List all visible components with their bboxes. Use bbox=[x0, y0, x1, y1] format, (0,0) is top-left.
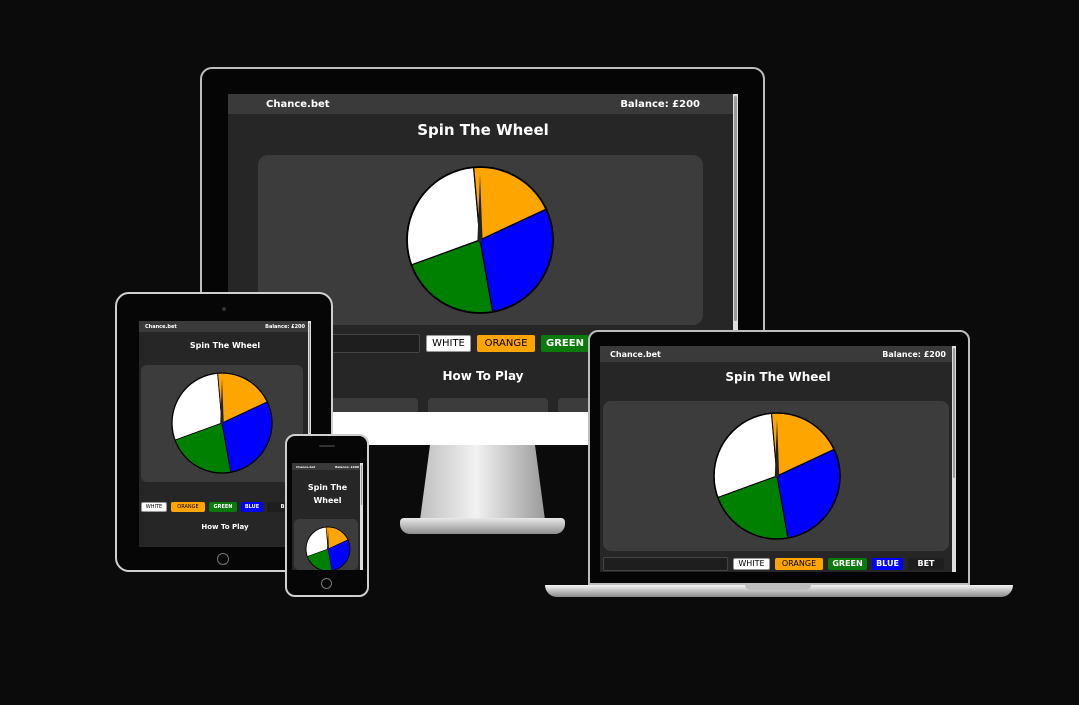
laptop-device: Chance.bet Balance: £200 Spin The Wheel … bbox=[588, 330, 970, 585]
spin-wheel[interactable] bbox=[600, 346, 956, 572]
phone-screen: Chance.bet Balance: £200 Spin The Wheel bbox=[292, 463, 363, 570]
bet-white-button[interactable]: WHITE bbox=[141, 502, 167, 512]
monitor-base bbox=[400, 518, 565, 534]
laptop-notch bbox=[745, 585, 811, 590]
speaker-icon bbox=[319, 445, 335, 447]
page-title: Spin The Wheel bbox=[725, 370, 831, 384]
page-title-line-1: Spin The bbox=[307, 483, 348, 492]
bet-orange-button[interactable]: ORANGE bbox=[171, 502, 205, 512]
bet-amount-input[interactable] bbox=[603, 557, 728, 571]
bet-orange-button[interactable]: ORANGE bbox=[775, 558, 823, 570]
bet-controls: WHITE ORANGE GREEN BLUE BET bbox=[141, 502, 305, 512]
navbar: Chance.bet Balance: £200 bbox=[600, 346, 956, 362]
monitor-stand bbox=[420, 445, 545, 520]
bet-white-button[interactable]: WHITE bbox=[426, 334, 471, 352]
page-title: Spin The Wheel bbox=[417, 121, 549, 139]
home-button-icon[interactable] bbox=[321, 578, 332, 589]
wheel-needle-icon bbox=[220, 378, 224, 426]
bet-amount-input[interactable] bbox=[328, 333, 420, 353]
balance-label: Balance: £200 bbox=[265, 323, 305, 330]
bet-controls: WHITE ORANGE GREEN bbox=[328, 333, 589, 353]
spin-wheel[interactable] bbox=[292, 463, 363, 570]
phone-device: Chance.bet Balance: £200 Spin The Wheel bbox=[285, 434, 369, 597]
brand-logo[interactable]: Chance.bet bbox=[266, 98, 330, 110]
laptop-screen: Chance.bet Balance: £200 Spin The Wheel … bbox=[600, 346, 956, 572]
brand-logo[interactable]: Chance.bet bbox=[296, 464, 316, 469]
balance-label: Balance: £200 bbox=[620, 98, 700, 110]
brand-logo[interactable]: Chance.bet bbox=[145, 323, 177, 330]
navbar: Chance.bet Balance: £200 bbox=[228, 94, 738, 114]
scrollbar[interactable] bbox=[360, 463, 363, 570]
balance-label: Balance: £200 bbox=[335, 464, 359, 469]
wheel-rim bbox=[713, 412, 841, 540]
navbar: Chance.bet Balance: £200 bbox=[292, 463, 363, 470]
bet-blue-button[interactable]: BLUE bbox=[872, 558, 903, 570]
how-to-play-heading: How To Play bbox=[442, 369, 524, 383]
home-button-icon[interactable] bbox=[217, 553, 229, 565]
navbar: Chance.bet Balance: £200 bbox=[139, 321, 311, 332]
wheel-rim bbox=[305, 526, 351, 570]
spin-wheel[interactable] bbox=[228, 94, 738, 437]
bet-orange-button[interactable]: ORANGE bbox=[477, 334, 535, 352]
wheel-rim bbox=[171, 372, 273, 474]
wheel-rim bbox=[406, 166, 554, 314]
spin-wheel[interactable] bbox=[139, 321, 311, 547]
bet-green-button[interactable]: GREEN bbox=[828, 558, 867, 570]
tablet-device: Chance.bet Balance: £200 Spin The Wheel … bbox=[115, 292, 333, 572]
bet-green-button[interactable]: GREEN bbox=[541, 334, 589, 352]
camera-icon bbox=[222, 307, 226, 311]
tablet-screen: Chance.bet Balance: £200 Spin The Wheel … bbox=[139, 321, 311, 547]
page-title-line-2: Wheel bbox=[313, 496, 342, 505]
how-to-play-heading: How To Play bbox=[201, 523, 249, 531]
bet-white-button[interactable]: WHITE bbox=[733, 558, 770, 570]
wheel-needle-icon bbox=[327, 529, 329, 551]
brand-logo[interactable]: Chance.bet bbox=[610, 349, 661, 359]
bet-blue-button[interactable]: BLUE bbox=[241, 502, 263, 512]
laptop-base bbox=[545, 585, 1013, 597]
bet-green-button[interactable]: GREEN bbox=[209, 502, 237, 512]
scrollbar[interactable] bbox=[733, 94, 738, 437]
wheel-needle-icon bbox=[477, 174, 483, 244]
bet-controls: WHITE ORANGE GREEN BLUE BET bbox=[603, 557, 944, 571]
page-title: Spin The Wheel bbox=[189, 341, 261, 350]
scrollbar[interactable] bbox=[952, 346, 956, 572]
wheel-needle-icon bbox=[774, 419, 780, 480]
balance-label: Balance: £200 bbox=[882, 349, 946, 359]
bet-submit-button[interactable]: BET bbox=[908, 558, 944, 570]
